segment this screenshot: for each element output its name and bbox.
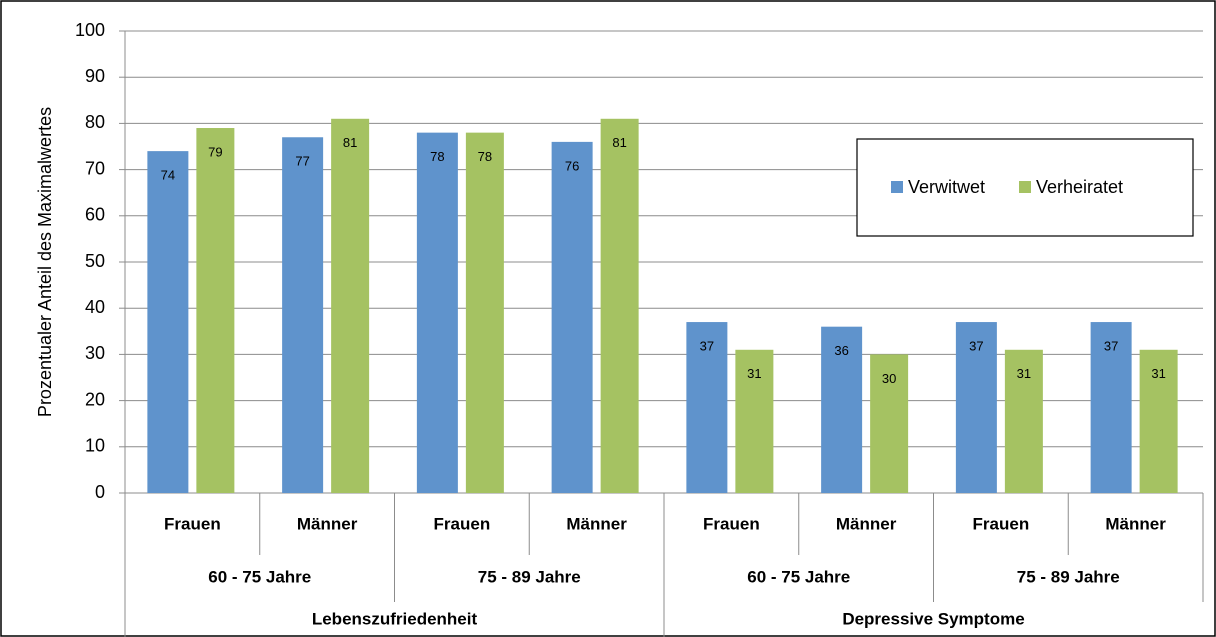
x-tick-label: Frauen <box>973 514 1030 533</box>
legend-label: Verwitwet <box>908 177 985 197</box>
y-tick-label: 100 <box>75 20 105 40</box>
x-tick-label: Frauen <box>164 514 221 533</box>
x-tick-label: Männer <box>1105 514 1166 533</box>
bar <box>331 118 370 493</box>
x-tick-label: Männer <box>836 514 897 533</box>
value-label: 81 <box>612 135 626 150</box>
x-tick-label: Frauen <box>434 514 491 533</box>
value-label: 31 <box>747 366 761 381</box>
x-tick-label: Männer <box>297 514 358 533</box>
y-tick-label: 10 <box>85 436 105 456</box>
value-label: 31 <box>1017 366 1031 381</box>
y-tick-label: 40 <box>85 297 105 317</box>
value-label: 78 <box>430 149 444 164</box>
legend-label: Verheiratet <box>1036 177 1123 197</box>
subgroup-label: 75 - 89 Jahre <box>1017 567 1120 586</box>
value-label: 74 <box>161 168 175 183</box>
bar <box>282 137 324 493</box>
value-label: 37 <box>1104 338 1118 353</box>
value-label: 31 <box>1151 366 1165 381</box>
y-tick-label: 90 <box>85 66 105 86</box>
bar <box>1139 349 1178 493</box>
bar <box>196 128 235 493</box>
group-label: Lebenszufriedenheit <box>312 609 478 628</box>
bar <box>870 354 909 493</box>
y-axis-label: Prozentualer Anteil des Maximalwertes <box>35 107 55 417</box>
bar <box>416 132 458 493</box>
value-label: 76 <box>565 158 579 173</box>
subgroup-label: 75 - 89 Jahre <box>478 567 581 586</box>
subgroup-label: 60 - 75 Jahre <box>747 567 850 586</box>
value-label: 77 <box>295 154 309 169</box>
value-label: 81 <box>343 135 357 150</box>
y-tick-label: 20 <box>85 389 105 409</box>
x-tick-label: Frauen <box>703 514 760 533</box>
x-tick-label: Männer <box>566 514 627 533</box>
value-label: 30 <box>882 371 896 386</box>
y-tick-label: 60 <box>85 205 105 225</box>
value-label: 79 <box>208 144 222 159</box>
bar <box>465 132 504 493</box>
y-tick-label: 30 <box>85 343 105 363</box>
bar <box>147 151 189 493</box>
legend-swatch <box>891 181 903 193</box>
bar <box>600 118 639 493</box>
bar <box>1090 322 1132 493</box>
bar <box>551 141 593 493</box>
subgroup-label: 60 - 75 Jahre <box>208 567 311 586</box>
y-tick-label: 70 <box>85 158 105 178</box>
bar <box>821 326 863 493</box>
bar <box>1004 349 1043 493</box>
value-label: 78 <box>478 149 492 164</box>
legend-swatch <box>1019 181 1031 193</box>
bar <box>686 322 728 493</box>
y-tick-label: 50 <box>85 251 105 271</box>
bar <box>735 349 774 493</box>
value-label: 36 <box>834 343 848 358</box>
value-label: 37 <box>700 338 714 353</box>
group-label: Depressive Symptome <box>842 609 1024 628</box>
value-label: 37 <box>969 338 983 353</box>
bar <box>955 322 997 493</box>
y-tick-label: 80 <box>85 112 105 132</box>
y-tick-label: 0 <box>95 482 105 502</box>
